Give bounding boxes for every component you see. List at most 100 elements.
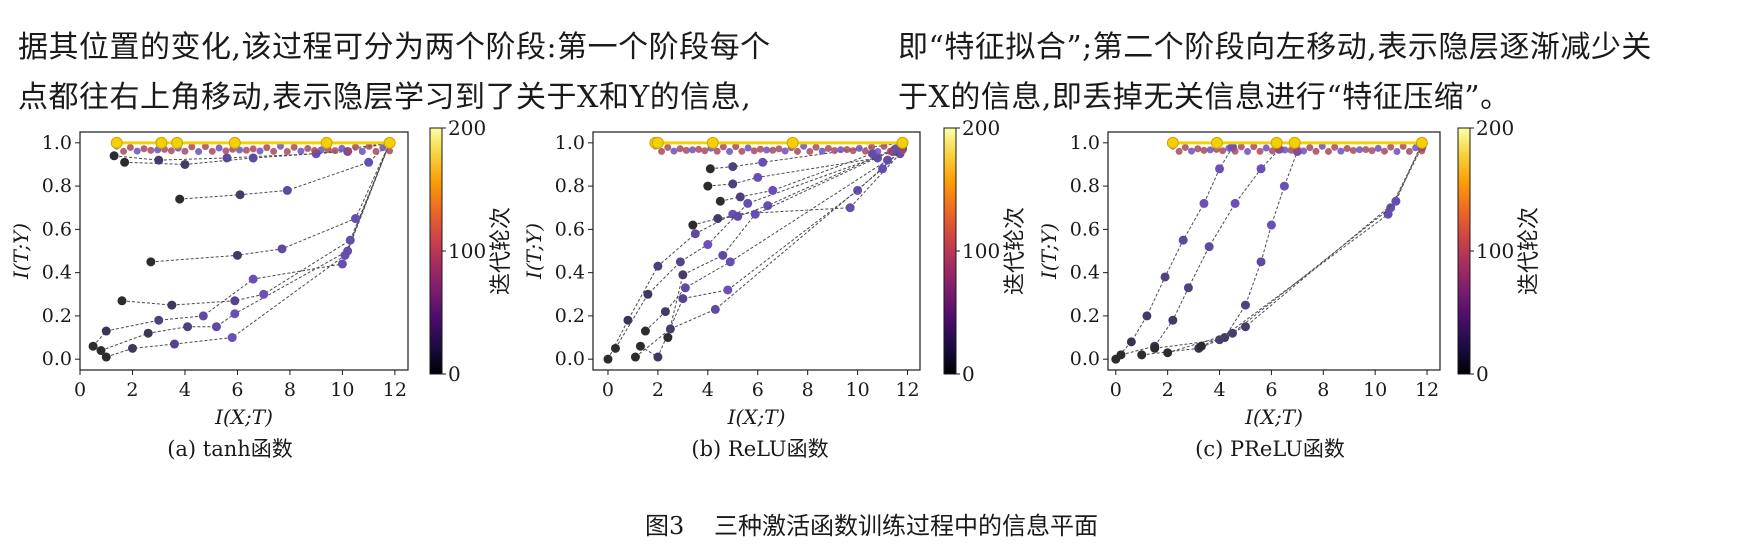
x-tick-label: 4 [179, 379, 191, 401]
epoch-point [849, 147, 857, 155]
epoch-point [824, 145, 832, 153]
x-axis-label: I(X;T) [214, 405, 273, 429]
epoch-point [358, 147, 366, 155]
epoch-point [1306, 144, 1314, 152]
epoch-point [713, 147, 721, 155]
epoch-point [304, 145, 312, 153]
epoch-point [133, 147, 141, 155]
epoch-point [248, 153, 258, 163]
epoch-point [1349, 147, 1357, 155]
epoch-point [181, 147, 189, 155]
information-plane-figure: 0 2 4 6 8 10 12 0.0 0.2 0.4 0.6 0.8 1.0 I(X;T) I(T;Y) (… [9, 120, 1542, 461]
subplot-caption: (a) tanh函数 [167, 437, 293, 461]
epoch-point [169, 339, 179, 349]
epoch-point [183, 322, 193, 332]
epoch-point [763, 146, 771, 154]
epoch-point [154, 155, 164, 165]
epoch-point [1142, 311, 1152, 321]
epoch-point [728, 179, 738, 189]
y-tick-label: 1.0 [1070, 132, 1100, 154]
epoch-point [818, 147, 826, 155]
x-tick-label: 10 [330, 379, 354, 401]
epoch-point [640, 326, 650, 336]
epoch-point [338, 144, 346, 152]
x-tick-label: 2 [1162, 379, 1174, 401]
y-tick-label: 0.4 [42, 262, 72, 284]
epoch-point [146, 257, 156, 267]
y-axis-label: I(T;Y) [522, 223, 546, 280]
paragraph-line-left-2: 点都往右上角移动,表示隐层学习到了关于X和Y的信息, [18, 80, 752, 115]
epoch-point [372, 147, 380, 155]
final-epoch-point [383, 136, 396, 149]
epoch-point [242, 146, 250, 154]
epoch-point [880, 142, 888, 150]
epoch-point [635, 341, 645, 351]
trajectory-line [710, 142, 903, 170]
epoch-point [1150, 343, 1160, 353]
epoch-point [340, 250, 350, 260]
epoch-point [263, 144, 271, 152]
plot-frame [79, 131, 409, 371]
subplot-caption: (c) PReLU函数 [1195, 437, 1345, 461]
y-axis-label: I(T;Y) [1037, 223, 1061, 280]
epoch-point [1175, 147, 1183, 155]
epoch-point [781, 147, 789, 155]
epoch-point [713, 214, 723, 224]
y-tick-label: 0.4 [1070, 262, 1100, 284]
epoch-point [658, 147, 666, 155]
x-axis-label: I(X;T) [1244, 405, 1303, 429]
trajectory-line [720, 153, 873, 202]
epoch-point [317, 146, 325, 154]
y-tick-label: 0.0 [1070, 348, 1100, 370]
colorbar-tick-label: 100 [962, 239, 1000, 263]
trajectory-line [615, 151, 893, 349]
epoch-point [703, 240, 713, 250]
epoch-point [732, 143, 740, 151]
x-tick-label: 12 [383, 379, 407, 401]
epoch-point [678, 294, 688, 304]
epoch-point [1215, 164, 1225, 174]
final-epoch-point [896, 136, 909, 149]
epoch-point [201, 143, 209, 151]
epoch-point [705, 164, 715, 174]
trajectory-line [1201, 142, 1423, 347]
epoch-point [663, 333, 673, 343]
epoch-point [1362, 146, 1370, 154]
colorbar-tick-label: 200 [962, 120, 1000, 140]
epoch-point [610, 343, 620, 353]
y-tick-label: 0.8 [555, 175, 585, 197]
epoch-point [855, 144, 863, 152]
x-tick-label: 12 [1415, 379, 1439, 401]
y-tick-label: 0.4 [555, 262, 585, 284]
epoch-point [710, 304, 720, 314]
epoch-point [1380, 147, 1388, 155]
epoch-point [277, 244, 287, 254]
epoch-point [1204, 242, 1214, 252]
y-tick-label: 0.2 [1070, 305, 1100, 327]
colorbar-tick-label: 100 [448, 239, 486, 263]
paragraph-line-right-1: 即“特征拟合”;第二个阶段向左移动,表示隐层逐渐减少关 [898, 30, 1652, 65]
final-epoch-point [228, 136, 241, 149]
y-tick-label: 1.0 [555, 132, 585, 154]
epoch-point [351, 214, 361, 224]
epoch-point [623, 315, 633, 325]
x-tick-label: 12 [895, 379, 919, 401]
epoch-point [154, 315, 164, 325]
epoch-point [365, 142, 373, 150]
epoch-point [735, 192, 745, 202]
subplot-caption: (b) ReLU函数 [691, 437, 828, 461]
epoch-point [845, 203, 855, 213]
trajectory-line [1141, 151, 1298, 356]
epoch-point [1230, 198, 1240, 208]
x-tick-label: 10 [846, 379, 870, 401]
epoch-point [101, 352, 111, 362]
epoch-point [763, 201, 773, 211]
figure-caption-text: 三种激活函数训练过程中的信息平面 [713, 512, 1098, 540]
epoch-point [806, 147, 814, 155]
final-epoch-point [706, 136, 719, 149]
epoch-point [386, 147, 394, 155]
epoch-point [750, 209, 760, 219]
epoch-point [831, 147, 839, 155]
epoch-point [769, 146, 777, 154]
epoch-point [1250, 143, 1258, 151]
